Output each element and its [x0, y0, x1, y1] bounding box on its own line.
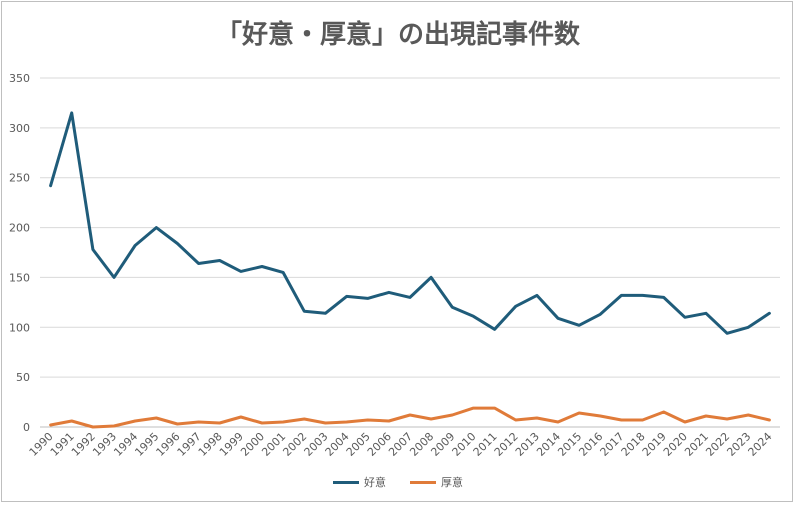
gridlines: [40, 77, 780, 428]
series-lines: [49, 111, 771, 429]
y-tick-label: 150: [9, 271, 30, 284]
y-tick-label: 50: [16, 371, 30, 384]
x-axis: 1990199119921993199419951996199719981999…: [27, 430, 775, 459]
y-tick-label: 300: [9, 122, 30, 135]
y-tick-label: 350: [9, 72, 30, 85]
series-line-0: [49, 111, 771, 335]
y-tick-label: 0: [23, 421, 30, 434]
legend-swatch: [410, 480, 436, 484]
legend-label: 好意: [364, 476, 386, 489]
y-axis: 0 50 100 150 200 250 300 350: [9, 72, 30, 434]
legend-item-0: 好意: [333, 474, 386, 490]
chart-title: 「好意・厚意」の出現記事件数: [215, 20, 580, 50]
legend: 好意 厚意: [0, 474, 796, 490]
y-tick-label: 250: [9, 172, 30, 185]
legend-item-1: 厚意: [410, 474, 463, 490]
legend-swatch: [333, 480, 359, 484]
y-tick-label: 100: [9, 321, 30, 334]
y-tick-label: 200: [9, 222, 30, 235]
x-tick-label: 2024: [746, 430, 775, 459]
series-line-1: [49, 406, 771, 429]
legend-label: 厚意: [441, 476, 463, 489]
